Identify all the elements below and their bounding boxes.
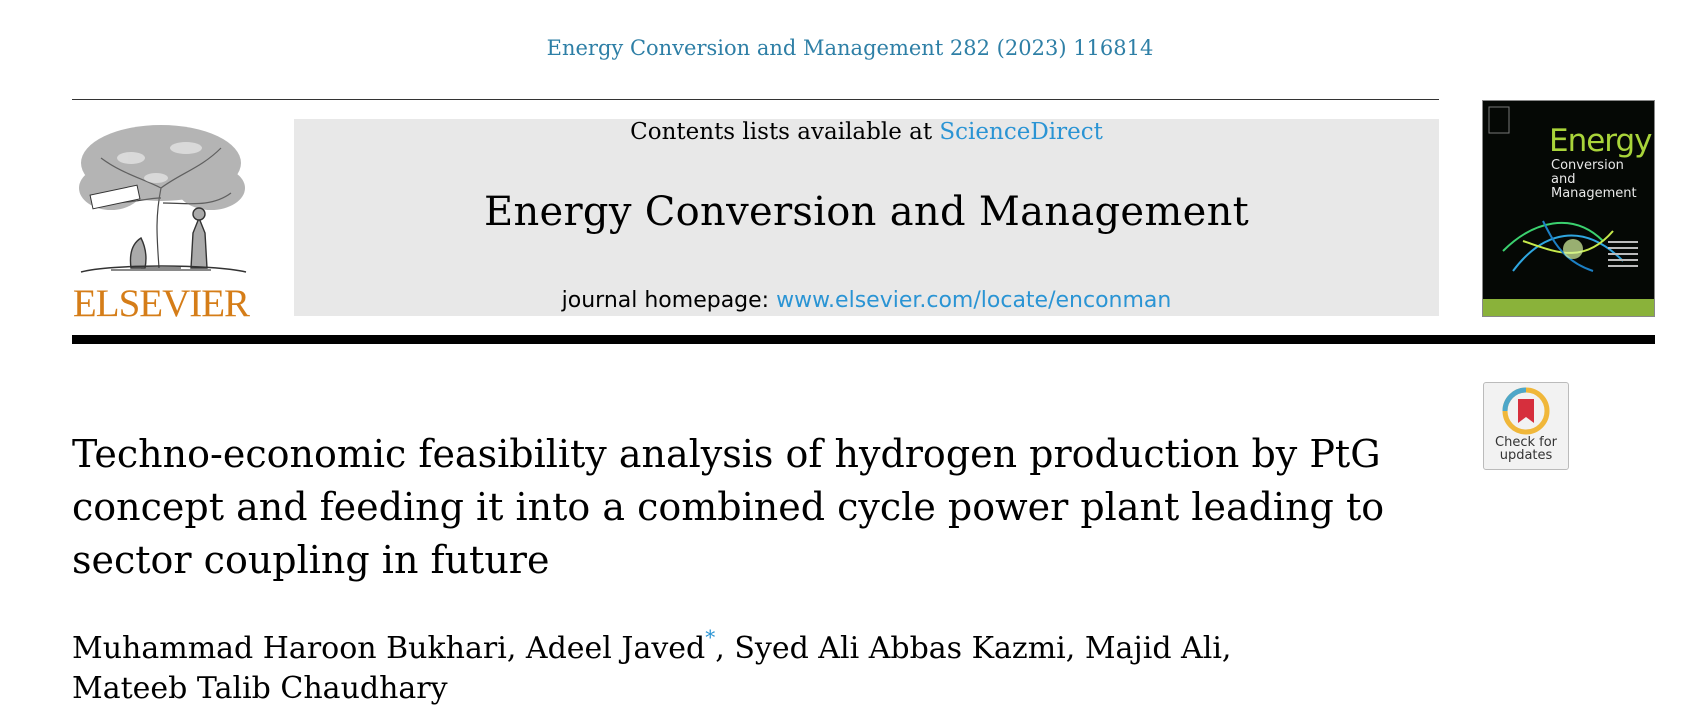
- badge-label: Check for updates: [1484, 436, 1568, 462]
- contents-line: Contents lists available at ScienceDirec…: [294, 119, 1439, 147]
- journal-banner: Contents lists available at ScienceDirec…: [294, 119, 1439, 316]
- article-title: Techno-economic feasibility analysis of …: [72, 432, 1385, 582]
- sciencedirect-link[interactable]: ScienceDirect: [939, 119, 1103, 145]
- author-name[interactable]: Muhammad Haroon Bukhari: [72, 631, 507, 666]
- homepage-prefix: journal homepage:: [561, 288, 777, 313]
- badge-line1: Check for: [1495, 435, 1557, 450]
- check-for-updates-badge[interactable]: Check for updates: [1483, 382, 1569, 470]
- journal-title: Energy Conversion and Management: [483, 189, 1250, 235]
- corresponding-author-mark[interactable]: *: [705, 625, 716, 649]
- bookmark-icon: [1502, 387, 1550, 435]
- badge-line2: updates: [1499, 448, 1553, 463]
- journal-citation: Energy Conversion and Management 282 (20…: [546, 36, 1154, 60]
- tree-logo-icon: [79, 125, 247, 273]
- author-name[interactable]: Mateeb Talib Chaudhary: [72, 671, 448, 706]
- cover-bottom-strip: [1483, 299, 1654, 316]
- masthead-rule: [72, 335, 1655, 344]
- journal-homepage-link[interactable]: www.elsevier.com/locate/enconman: [776, 288, 1172, 313]
- publisher-logo[interactable]: ELSEVIER: [71, 118, 251, 323]
- author-list: Muhammad Haroon Bukhari, Adeel Javed*, S…: [72, 625, 1232, 706]
- cover-subtitle-line1: Conversion: [1551, 158, 1624, 173]
- author-name[interactable]: Syed Ali Abbas Kazmi: [734, 631, 1066, 666]
- header-divider: [72, 99, 1439, 100]
- cover-subtitle-line2: and Management: [1551, 172, 1637, 201]
- cover-title: Energy: [1549, 123, 1653, 159]
- cover-artwork-icon: [1488, 106, 1638, 272]
- journal-cover[interactable]: Energy Conversion and Management: [1482, 100, 1655, 317]
- cover-subtitle: Conversion and Management: [1551, 159, 1654, 201]
- contents-prefix: Contents lists available at: [630, 119, 940, 145]
- author-name[interactable]: Majid Ali: [1084, 631, 1222, 666]
- logo-wordmark: ELSEVIER: [72, 282, 250, 325]
- author-name[interactable]: Adeel Javed: [525, 631, 706, 666]
- homepage-line: journal homepage: www.elsevier.com/locat…: [294, 288, 1439, 313]
